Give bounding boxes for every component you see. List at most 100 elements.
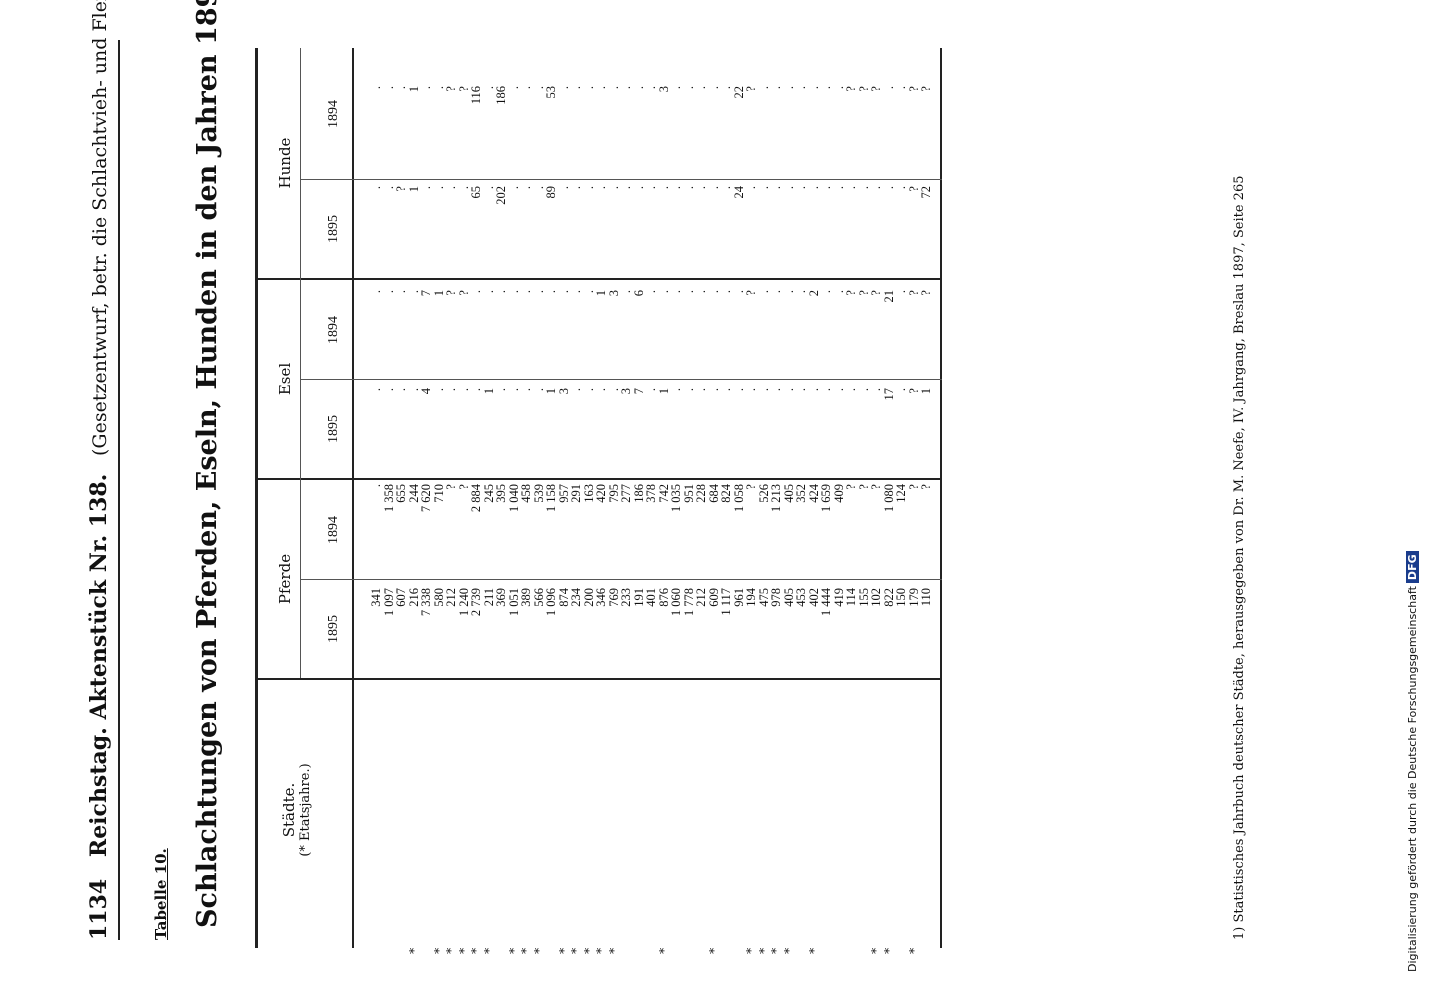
value-cell-h94: . [719,86,733,90]
value-cell-e94: 7 [419,290,433,297]
value-cell-p95: 102 [869,588,883,607]
value-cell-e95: 3 [556,388,571,395]
table-row: *Essen .................................… [593,0,608,1000]
value-cell-p95: 1 096 [544,588,558,617]
value-cell-e95: . [506,388,521,392]
value-cell-p94: ? [856,484,871,490]
value-cell-e94: . [894,290,908,294]
value-cell-h94: . [781,86,796,90]
value-cell-h95: 202 [494,186,508,205]
value-cell-h94: . [431,86,446,90]
table-row: *Crefeld ...............................… [518,0,533,1000]
value-cell-h95: . [556,186,571,190]
page-number: 1134 [86,878,112,940]
year-hunde-1895: 1895 [326,215,341,243]
value-cell-e95: . [456,388,471,392]
fiscal-year-marker: * [605,947,621,954]
table-row: Berlin .................................… [419,0,433,1000]
value-cell-e94: ? [869,290,883,296]
table-row: Augsburg ...............................… [394,0,408,1000]
value-cell-p94: ? [844,484,858,490]
value-cell-h95: 24 [731,186,746,199]
fiscal-year-marker: * [405,947,421,954]
value-cell-h94: . [881,86,896,90]
value-cell-e94: ? [444,290,458,296]
value-cell-h94: . [394,86,408,90]
value-cell-e95: . [719,388,733,392]
value-cell-h95: . [594,186,608,190]
value-cell-h95: . [831,186,846,190]
value-cell-h94: . [894,86,908,90]
value-cell-h95: . [644,186,658,190]
table-row: *Breslau ...............................… [468,0,483,1000]
value-cell-e95: 17 [881,388,896,401]
digitization-credit: Digitalisierung gefördert durch die Deut… [1406,551,1419,972]
value-cell-p94: 1 158 [544,484,558,513]
value-cell-e94: . [531,290,546,294]
value-cell-p94: 458 [519,484,533,503]
table-row: Leipzig ................................… [731,0,746,1000]
value-cell-e94: . [494,290,508,294]
value-cell-h94: ? [856,86,871,92]
value-cell-h95: . [631,186,646,190]
value-cell-p95: 212 [694,588,708,607]
value-cell-h95: . [894,186,908,190]
group-header-rule [300,48,301,678]
value-cell-e95: 1 [656,388,671,395]
value-cell-h95: . [844,186,858,190]
value-cell-e94: . [731,290,746,294]
value-cell-p95: 369 [494,588,508,607]
value-cell-e94: 21 [881,290,896,303]
value-cell-e95: . [369,388,383,392]
table-row: Chemnitz ...............................… [494,0,508,1000]
value-cell-p95: 401 [644,588,658,607]
value-cell-e94: . [394,290,408,294]
value-cell-e95: . [769,388,783,392]
value-cell-e94: . [519,290,533,294]
value-cell-p95: 1 117 [719,588,733,616]
value-cell-e94: . [794,290,808,294]
value-cell-e94: . [694,290,708,294]
value-cell-h94: 22 [731,86,746,99]
value-cell-p94: 277 [619,484,633,503]
value-cell-h94: ? [869,86,883,92]
value-cell-h95: . [369,186,383,190]
value-cell-p94: 124 [894,484,908,503]
value-cell-e95: . [744,388,758,392]
table-header-rule [352,48,354,948]
table-row: *Braunschweig ..........................… [443,0,458,1000]
value-cell-h94: . [806,86,821,90]
value-cell-h94: . [644,86,658,90]
value-cell-p95: 212 [444,588,458,607]
year-pferde-1894: 1894 [326,516,341,544]
value-cell-p94: ? [869,484,883,490]
value-cell-p95: 2 739 [469,588,483,617]
value-cell-h95: . [706,186,721,190]
value-cell-e95: . [806,388,821,392]
value-cell-e94: . [669,290,683,294]
value-cell-e94: ? [844,290,858,296]
table-top-rule [255,48,258,948]
value-cell-e95: 3 [619,388,633,395]
value-cell-p95: 233 [619,588,633,607]
table-row: *Bochum ................................… [431,0,446,1000]
table-row: *Liegnitz ..............................… [743,0,758,1000]
value-cell-e94: . [381,290,396,294]
value-cell-p94: ? [919,484,933,490]
value-cell-p94: 420 [594,484,608,503]
page-header: 1134 Reichstag. Aktenstück Nr. 138. (Ges… [86,0,112,940]
value-cell-h94: ? [919,86,933,92]
footnote: 1) Statistisches Jahrbuch deutscher Städ… [1232,175,1247,941]
value-cell-e94: . [706,290,721,294]
value-cell-p94: 378 [644,484,658,503]
value-cell-p95: 7 338 [419,588,433,617]
value-cell-e95: 1 [481,388,496,395]
value-cell-e95: . [706,388,721,392]
value-cell-p95: 453 [794,588,808,607]
city-subheading: (* Etatsjahre.) [298,763,313,857]
value-cell-h94: . [519,86,533,90]
value-cell-p94: . [369,484,383,488]
table-row: Plauen .................................… [844,0,858,1000]
value-cell-p94: ? [744,484,758,490]
value-cell-h95: . [794,186,808,190]
